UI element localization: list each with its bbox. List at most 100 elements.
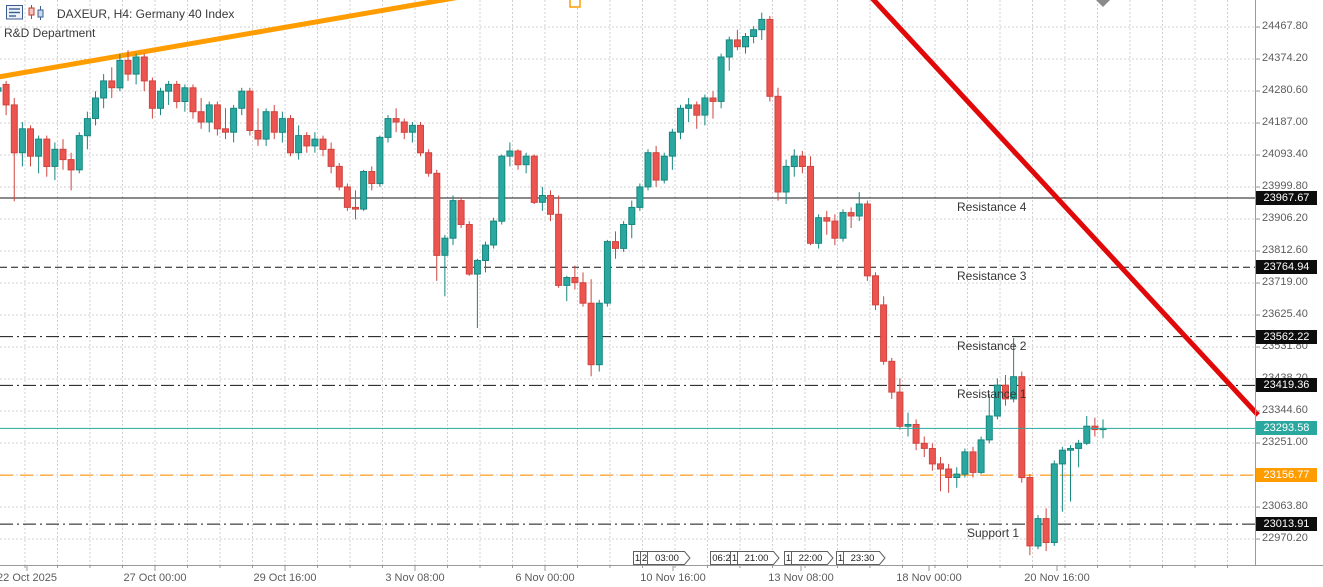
candlestick	[157, 87, 164, 116]
candlestick	[1058, 446, 1066, 512]
candlestick	[928, 443, 936, 471]
candlestick	[132, 53, 140, 85]
svg-text:1: 1	[838, 553, 843, 564]
candlestick	[295, 125, 303, 160]
price-tick-label: 24093.40	[1262, 148, 1308, 160]
candlestick	[863, 200, 871, 281]
orange-level-price-badge: 23156.77	[1256, 468, 1317, 482]
time-tag[interactable]: 22:00	[791, 551, 834, 565]
candlestick	[985, 393, 993, 444]
time-tick-label: 29 Oct 16:00	[253, 572, 317, 584]
candlestick	[482, 241, 489, 273]
candlestick	[872, 272, 879, 310]
candlestick	[912, 419, 920, 451]
candlestick	[677, 104, 684, 140]
candlestick	[1067, 445, 1074, 502]
candlestick	[831, 214, 839, 246]
candlestick	[774, 87, 782, 201]
candlestick	[35, 135, 43, 174]
ascending-trendline-orange[interactable]	[0, 0, 460, 80]
candlestick	[352, 190, 359, 220]
candlestick	[27, 125, 34, 167]
candlestick	[100, 74, 108, 109]
candlestick	[319, 135, 327, 157]
candlestick	[717, 53, 725, 109]
candlestick	[335, 163, 343, 191]
candlestick	[311, 132, 319, 153]
candlestick	[0, 87, 2, 92]
candlestick	[433, 169, 441, 281]
candlestick	[108, 67, 116, 98]
chart-shift-marker-icon[interactable]	[1096, 0, 1110, 7]
price-tick-label: 23719.00	[1262, 276, 1308, 288]
price-tick-label: 23344.60	[1262, 404, 1308, 416]
candlestick	[766, 16, 774, 102]
candlestick	[400, 118, 408, 140]
resistance-2-label: Resistance 2	[957, 339, 1027, 353]
candlestick-chart-icon[interactable]	[27, 5, 46, 25]
chart-title: DAXEUR, H4: Germany 40 Index	[57, 7, 235, 21]
time-tick-label: 20 Nov 16:00	[1024, 572, 1090, 584]
candlestick	[644, 149, 652, 191]
time-tag[interactable]: 23:30	[843, 551, 886, 565]
candlestick	[197, 98, 205, 129]
candlestick	[425, 149, 433, 177]
candlestick	[920, 436, 928, 457]
time-tick-label: 3 Nov 08:00	[385, 572, 445, 584]
time-tick-label: 6 Nov 00:00	[515, 572, 575, 584]
candlestick	[660, 152, 668, 184]
candlestick	[441, 234, 449, 297]
time-tick-label: 22 Oct 2025	[0, 572, 57, 584]
candlestick	[595, 299, 603, 372]
time-axis[interactable]: 22 Oct 2025 27 Oct 00:00 29 Oct 16:00 3 Nov…	[0, 565, 1323, 587]
candlestick	[815, 214, 823, 249]
candlestick	[896, 378, 904, 430]
candlestick	[59, 139, 67, 170]
svg-text:1: 1	[732, 553, 737, 564]
resistance-3-label: Resistance 3	[957, 269, 1027, 283]
resistance-1-label: Resistance 1	[957, 387, 1027, 401]
time-tick-label: 13 Nov 08:00	[768, 572, 834, 584]
time-tag[interactable]: 21:00	[737, 551, 780, 565]
support-1-price-badge: 23013.91	[1256, 517, 1317, 531]
price-tick-label: 23251.00	[1262, 436, 1308, 448]
time-tag[interactable]: 06:2	[710, 551, 733, 565]
trendline-anchor-square[interactable]	[569, 0, 581, 8]
price-tick-label: 23999.80	[1262, 180, 1308, 192]
candlestick	[140, 53, 148, 92]
candlestick	[368, 166, 376, 191]
candlestick	[18, 122, 26, 167]
candlestick	[270, 104, 278, 140]
svg-text:1: 1	[635, 553, 640, 564]
candlestick	[254, 108, 262, 146]
candlestick	[937, 457, 944, 492]
candlestick	[287, 115, 294, 157]
candlestick	[1026, 474, 1034, 556]
candlestick	[343, 183, 351, 211]
candlestick	[67, 152, 75, 191]
time-tag[interactable]: 03:00	[647, 551, 691, 565]
candlestick	[10, 98, 18, 202]
market-watch-icon[interactable]	[6, 5, 23, 25]
candlestick	[547, 190, 554, 222]
candlestick	[449, 195, 457, 246]
candlestick	[83, 111, 91, 150]
candlestick	[148, 77, 156, 119]
candlestick	[1050, 460, 1058, 546]
svg-text:22:00: 22:00	[799, 553, 823, 564]
candlestick	[823, 210, 831, 235]
candlestick	[408, 122, 416, 143]
candlestick	[213, 101, 221, 136]
current-price-badge: 23293.58	[1256, 421, 1317, 435]
candlestick	[465, 221, 473, 276]
descending-trendline-red[interactable]	[870, 0, 1260, 417]
candlestick	[1034, 515, 1042, 550]
candlestick	[563, 275, 571, 302]
candlestick	[376, 135, 384, 187]
time-tick-label: 18 Nov 00:00	[896, 572, 962, 584]
candlestick	[124, 50, 132, 81]
candlestick	[116, 53, 124, 92]
svg-text:2: 2	[642, 553, 647, 564]
